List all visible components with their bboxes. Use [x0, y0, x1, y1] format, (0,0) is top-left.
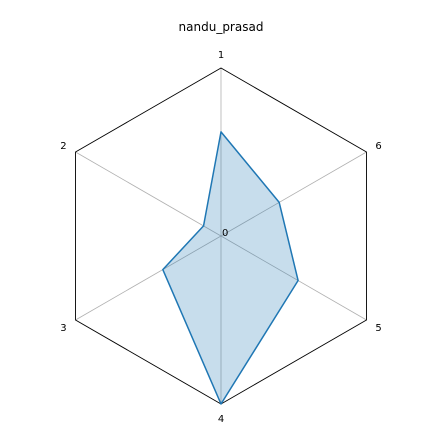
axis-label-5: 5 — [375, 323, 381, 334]
spoke-6 — [220, 151, 367, 237]
axis-label-1: 1 — [218, 50, 224, 61]
center-tick-label: 0 — [222, 228, 228, 239]
axis-label-6: 6 — [375, 141, 381, 152]
series-area-0 — [162, 131, 299, 404]
spoke-3 — [75, 235, 222, 321]
axis-label-3: 3 — [60, 323, 66, 334]
chart-title: nandu_prasad — [179, 20, 264, 34]
axis-label-4: 4 — [218, 414, 224, 425]
series-layer — [162, 131, 299, 405]
axis-label-2: 2 — [60, 141, 66, 152]
spoke-5 — [220, 235, 367, 321]
axis-labels: 1 2 3 4 5 6 — [60, 50, 382, 425]
spoke-2 — [75, 151, 222, 237]
